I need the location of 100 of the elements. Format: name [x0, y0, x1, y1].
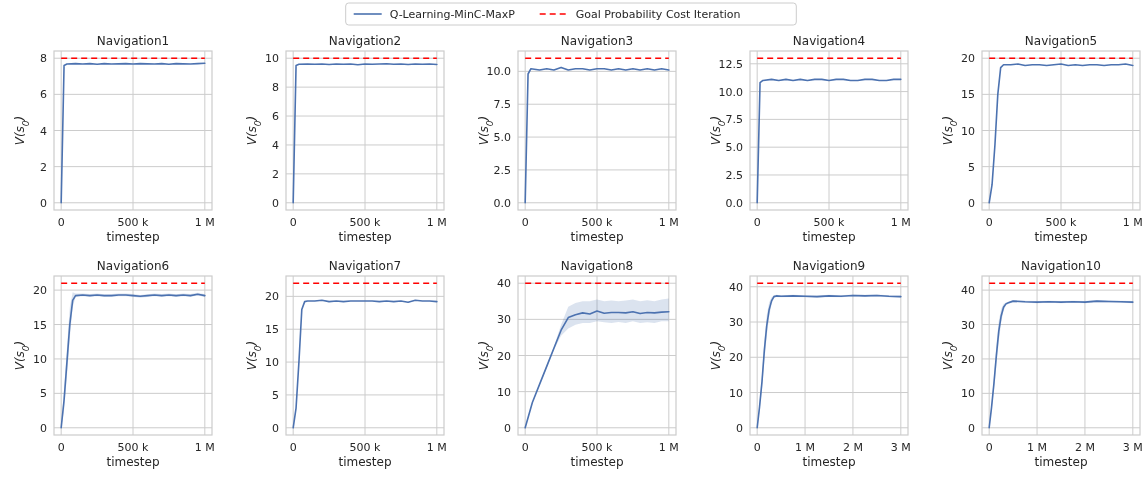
x-tick-label: 1 M — [795, 441, 816, 454]
y-tick-label: 2.5 — [493, 163, 511, 177]
x-tick-label: 0 — [289, 441, 297, 454]
y-tick-label: 20 — [961, 352, 975, 366]
y-tick-label: 12.5 — [718, 57, 743, 71]
y-tick-label: 0 — [504, 421, 511, 435]
x-tick-label: 0 — [985, 216, 993, 229]
y-tick-label: 0 — [272, 196, 279, 210]
chart-title: Navigation7 — [328, 259, 402, 273]
x-tick-label: 1 M — [1122, 216, 1142, 229]
x-tick-label: 3 M — [890, 441, 911, 454]
y-tick-label: 7.5 — [493, 98, 511, 112]
y-tick-label: 10 — [265, 356, 279, 370]
x-axis-title: timestep — [1034, 455, 1088, 469]
x-tick-label: 2 M — [1074, 441, 1095, 454]
line-series — [292, 62, 438, 204]
y-tick-label: 0 — [272, 421, 279, 435]
y-tick-label: 5.0 — [725, 141, 743, 155]
y-tick-label: 6 — [40, 88, 47, 102]
y-tick-label: 0 — [40, 196, 47, 210]
y-tick-label: 30 — [729, 316, 743, 330]
x-tick-label: 1 M — [194, 216, 215, 229]
x-tick-label: 500 k — [813, 216, 846, 229]
y-tick-label: 10 — [33, 352, 47, 366]
y-tick-label: 8 — [272, 81, 279, 95]
line-series — [60, 62, 206, 204]
x-tick-label: 0 — [521, 441, 529, 454]
y-tick-label: 10.0 — [486, 65, 511, 79]
x-tick-label: 500 k — [117, 441, 150, 454]
legend-label: Q-Learning-MinC-MaxP — [389, 8, 516, 21]
x-tick-label: 500 k — [581, 216, 614, 229]
x-tick-label: 500 k — [349, 216, 382, 229]
x-axis-title: timestep — [106, 230, 160, 244]
x-axis-title: timestep — [338, 230, 392, 244]
x-tick-label: 0 — [289, 216, 297, 229]
y-tick-label: 20 — [729, 351, 743, 365]
y-tick-label: 0.0 — [493, 196, 511, 210]
y-tick-label: 10 — [961, 387, 975, 401]
y-tick-label: 20 — [33, 284, 47, 298]
x-tick-label: 1 M — [890, 216, 911, 229]
chart-title: Navigation9 — [792, 259, 866, 273]
y-tick-label: 15 — [265, 323, 279, 337]
x-tick-label: 1 M — [658, 441, 679, 454]
x-tick-label: 0 — [57, 441, 65, 454]
x-axis-title: timestep — [802, 230, 856, 244]
chart-title: Navigation8 — [560, 259, 634, 273]
x-tick-label: 2 M — [842, 441, 863, 454]
x-axis-title: timestep — [1034, 230, 1088, 244]
chart-title: Navigation6 — [96, 259, 170, 273]
y-tick-label: 2 — [40, 160, 47, 174]
y-tick-label: 40 — [961, 284, 975, 298]
x-tick-label: 1 M — [426, 216, 447, 229]
y-tick-label: 10 — [961, 124, 975, 138]
y-tick-label: 10 — [729, 386, 743, 400]
y-tick-label: 0 — [968, 196, 975, 210]
x-axis-title: timestep — [570, 455, 624, 469]
y-tick-label: 40 — [729, 280, 743, 294]
line-series — [756, 78, 902, 204]
y-tick-label: 20 — [497, 349, 511, 363]
x-axis-title: timestep — [802, 455, 856, 469]
x-axis-title: timestep — [570, 230, 624, 244]
y-tick-label: 2.5 — [725, 168, 743, 182]
y-tick-label: 6 — [272, 110, 279, 124]
y-tick-label: 0 — [40, 421, 47, 435]
x-tick-label: 0 — [985, 441, 993, 454]
y-tick-label: 30 — [961, 318, 975, 332]
y-tick-label: 5 — [272, 388, 279, 402]
line-series — [988, 63, 1134, 204]
x-tick-label: 500 k — [117, 216, 150, 229]
y-tick-label: 0 — [736, 421, 743, 435]
chart-title: Navigation2 — [328, 34, 402, 48]
y-tick-label: 15 — [33, 318, 47, 332]
x-tick-label: 1 M — [1027, 441, 1048, 454]
x-tick-label: 500 k — [1045, 216, 1078, 229]
chart-title: Navigation4 — [792, 34, 866, 48]
y-tick-label: 20 — [265, 290, 279, 304]
x-tick-label: 1 M — [658, 216, 679, 229]
chart-title: Navigation10 — [1021, 259, 1101, 273]
line-series — [292, 299, 438, 429]
y-tick-label: 5 — [40, 387, 47, 401]
line-series — [524, 66, 670, 204]
x-tick-label: 1 M — [194, 441, 215, 454]
y-tick-label: 5 — [968, 160, 975, 174]
y-tick-label: 7.5 — [725, 113, 743, 127]
y-tick-label: 10 — [265, 52, 279, 66]
x-tick-label: 3 M — [1122, 441, 1142, 454]
x-tick-label: 1 M — [426, 441, 447, 454]
y-tick-label: 2 — [272, 167, 279, 181]
y-tick-label: 10.0 — [718, 85, 743, 99]
x-tick-label: 0 — [57, 216, 65, 229]
chart-title: Navigation1 — [96, 34, 170, 48]
legend-label: Goal Probability Cost Iteration — [575, 8, 741, 21]
x-axis-title: timestep — [106, 455, 160, 469]
x-tick-label: 0 — [521, 216, 529, 229]
y-tick-label: 15 — [961, 88, 975, 102]
y-tick-label: 0 — [968, 421, 975, 435]
y-tick-label: 10 — [497, 385, 511, 399]
x-tick-label: 500 k — [581, 441, 614, 454]
x-tick-label: 0 — [753, 216, 761, 229]
y-tick-label: 30 — [497, 313, 511, 327]
